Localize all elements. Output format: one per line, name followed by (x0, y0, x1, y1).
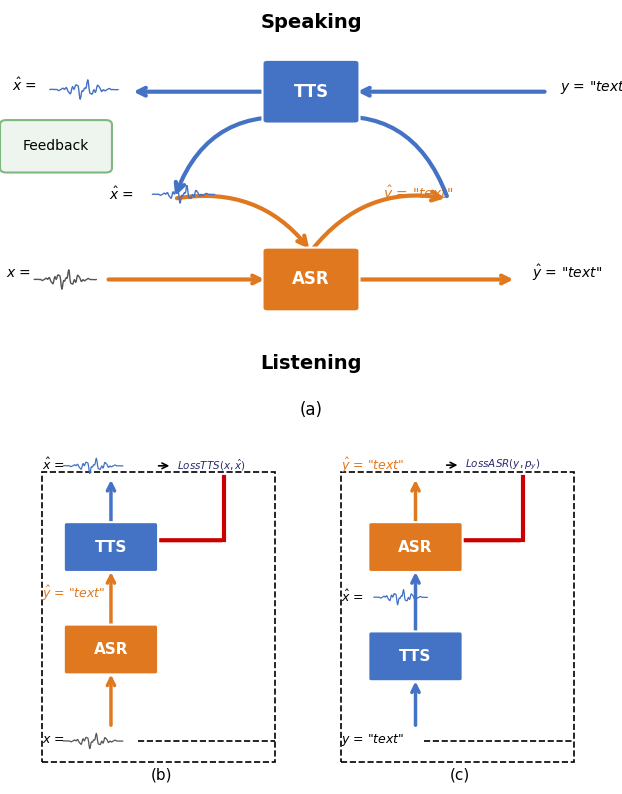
Text: TTS: TTS (294, 83, 328, 101)
Text: $\hat{y}$ = "text": $\hat{y}$ = "text" (341, 456, 404, 475)
Text: (b): (b) (151, 768, 172, 783)
Text: $LossASR(y,p_y)$: $LossASR(y,p_y)$ (465, 458, 541, 472)
Text: Feedback: Feedback (23, 139, 89, 153)
Text: TTS: TTS (95, 540, 127, 554)
Text: $LossTTS(x,\hat{x})$: $LossTTS(x,\hat{x})$ (177, 458, 246, 473)
FancyBboxPatch shape (262, 248, 360, 311)
Text: Speaking: Speaking (260, 13, 362, 32)
Text: ASR: ASR (398, 540, 433, 554)
Text: $\hat{x}$ =: $\hat{x}$ = (109, 186, 134, 203)
FancyBboxPatch shape (262, 60, 360, 124)
Text: ASR: ASR (94, 642, 128, 657)
Text: $y$ = "text": $y$ = "text" (560, 79, 622, 96)
Text: $\hat{x}$ =: $\hat{x}$ = (12, 76, 37, 94)
Text: $\hat{y}$ = "text": $\hat{y}$ = "text" (42, 584, 106, 603)
FancyBboxPatch shape (0, 120, 112, 172)
Text: (c): (c) (450, 768, 470, 783)
Text: $x$ =: $x$ = (6, 266, 31, 280)
FancyBboxPatch shape (368, 631, 463, 681)
Bar (42, 472, 275, 762)
FancyBboxPatch shape (64, 625, 158, 674)
Text: $x$ =: $x$ = (42, 734, 65, 746)
Text: TTS: TTS (399, 649, 432, 664)
Text: $\hat{x}$ =: $\hat{x}$ = (42, 457, 65, 473)
Text: $\hat{y}$ = "text": $\hat{y}$ = "text" (532, 263, 602, 283)
Text: Listening: Listening (260, 354, 362, 372)
FancyBboxPatch shape (64, 522, 158, 572)
Text: (a): (a) (300, 402, 322, 419)
Bar (341, 472, 573, 762)
FancyBboxPatch shape (368, 522, 463, 572)
Text: $\hat{x}$ =: $\hat{x}$ = (341, 588, 364, 604)
Text: $\hat{y}$ = "text": $\hat{y}$ = "text" (383, 184, 453, 204)
Text: $y$ = "text": $y$ = "text" (341, 732, 404, 748)
Text: ASR: ASR (292, 271, 330, 288)
